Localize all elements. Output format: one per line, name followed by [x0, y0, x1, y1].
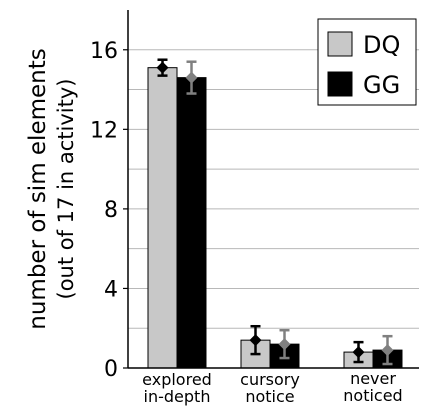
errorbar-marker [249, 334, 262, 347]
legend-swatch-DQ [327, 31, 353, 57]
legend: DQ GG [317, 18, 417, 106]
errorbar-marker [185, 71, 198, 84]
bar-DQ-0 [147, 67, 178, 369]
x-tick-label-line: notice [245, 387, 294, 406]
axes [127, 10, 419, 369]
x-tick-label: never noticed [343, 369, 402, 405]
bar-GG-0 [176, 77, 207, 369]
legend-swatch-GG [327, 71, 353, 97]
y-axis-label-line: (out of 17 in activity) [54, 79, 78, 300]
bars [147, 67, 403, 369]
y-tick-label: 0 [104, 357, 118, 382]
error-bars [156, 58, 394, 366]
errorbar-DQ-0 [156, 58, 169, 77]
errorbar-marker [352, 346, 365, 359]
y-tick-label: 16 [90, 39, 118, 64]
legend-label: GG [363, 71, 400, 99]
x-tick-label: explored in-depth [142, 370, 212, 406]
errorbar-DQ-2 [352, 340, 365, 364]
errorbar-marker [381, 344, 394, 357]
errorbar-GG-0 [185, 60, 198, 95]
y-tick-label: 12 [90, 118, 118, 143]
errorbar-marker [278, 338, 291, 351]
x-tick-label-line: noticed [343, 386, 402, 405]
y-tick-label: 4 [104, 277, 118, 302]
y-axis-label: number of sim elements (out of 17 in acti… [25, 48, 78, 329]
x-tick-label-line: explored [142, 370, 212, 389]
errorbar-GG-2 [381, 334, 394, 366]
legend-label: DQ [363, 31, 400, 59]
y-axis-label-line: number of sim elements [25, 48, 51, 329]
x-tick-label-line: cursory [240, 370, 300, 389]
x-tick-label-line: never [350, 369, 396, 388]
errorbar-GG-1 [278, 328, 291, 360]
errorbar-marker [156, 61, 169, 74]
x-tick-label: cursory notice [240, 370, 300, 406]
y-tick-label: 8 [104, 198, 118, 223]
errorbar-DQ-1 [249, 324, 262, 356]
y-tick-labels: 0 4 8 12 16 [90, 39, 128, 382]
x-tick-label-line: in-depth [144, 387, 211, 406]
